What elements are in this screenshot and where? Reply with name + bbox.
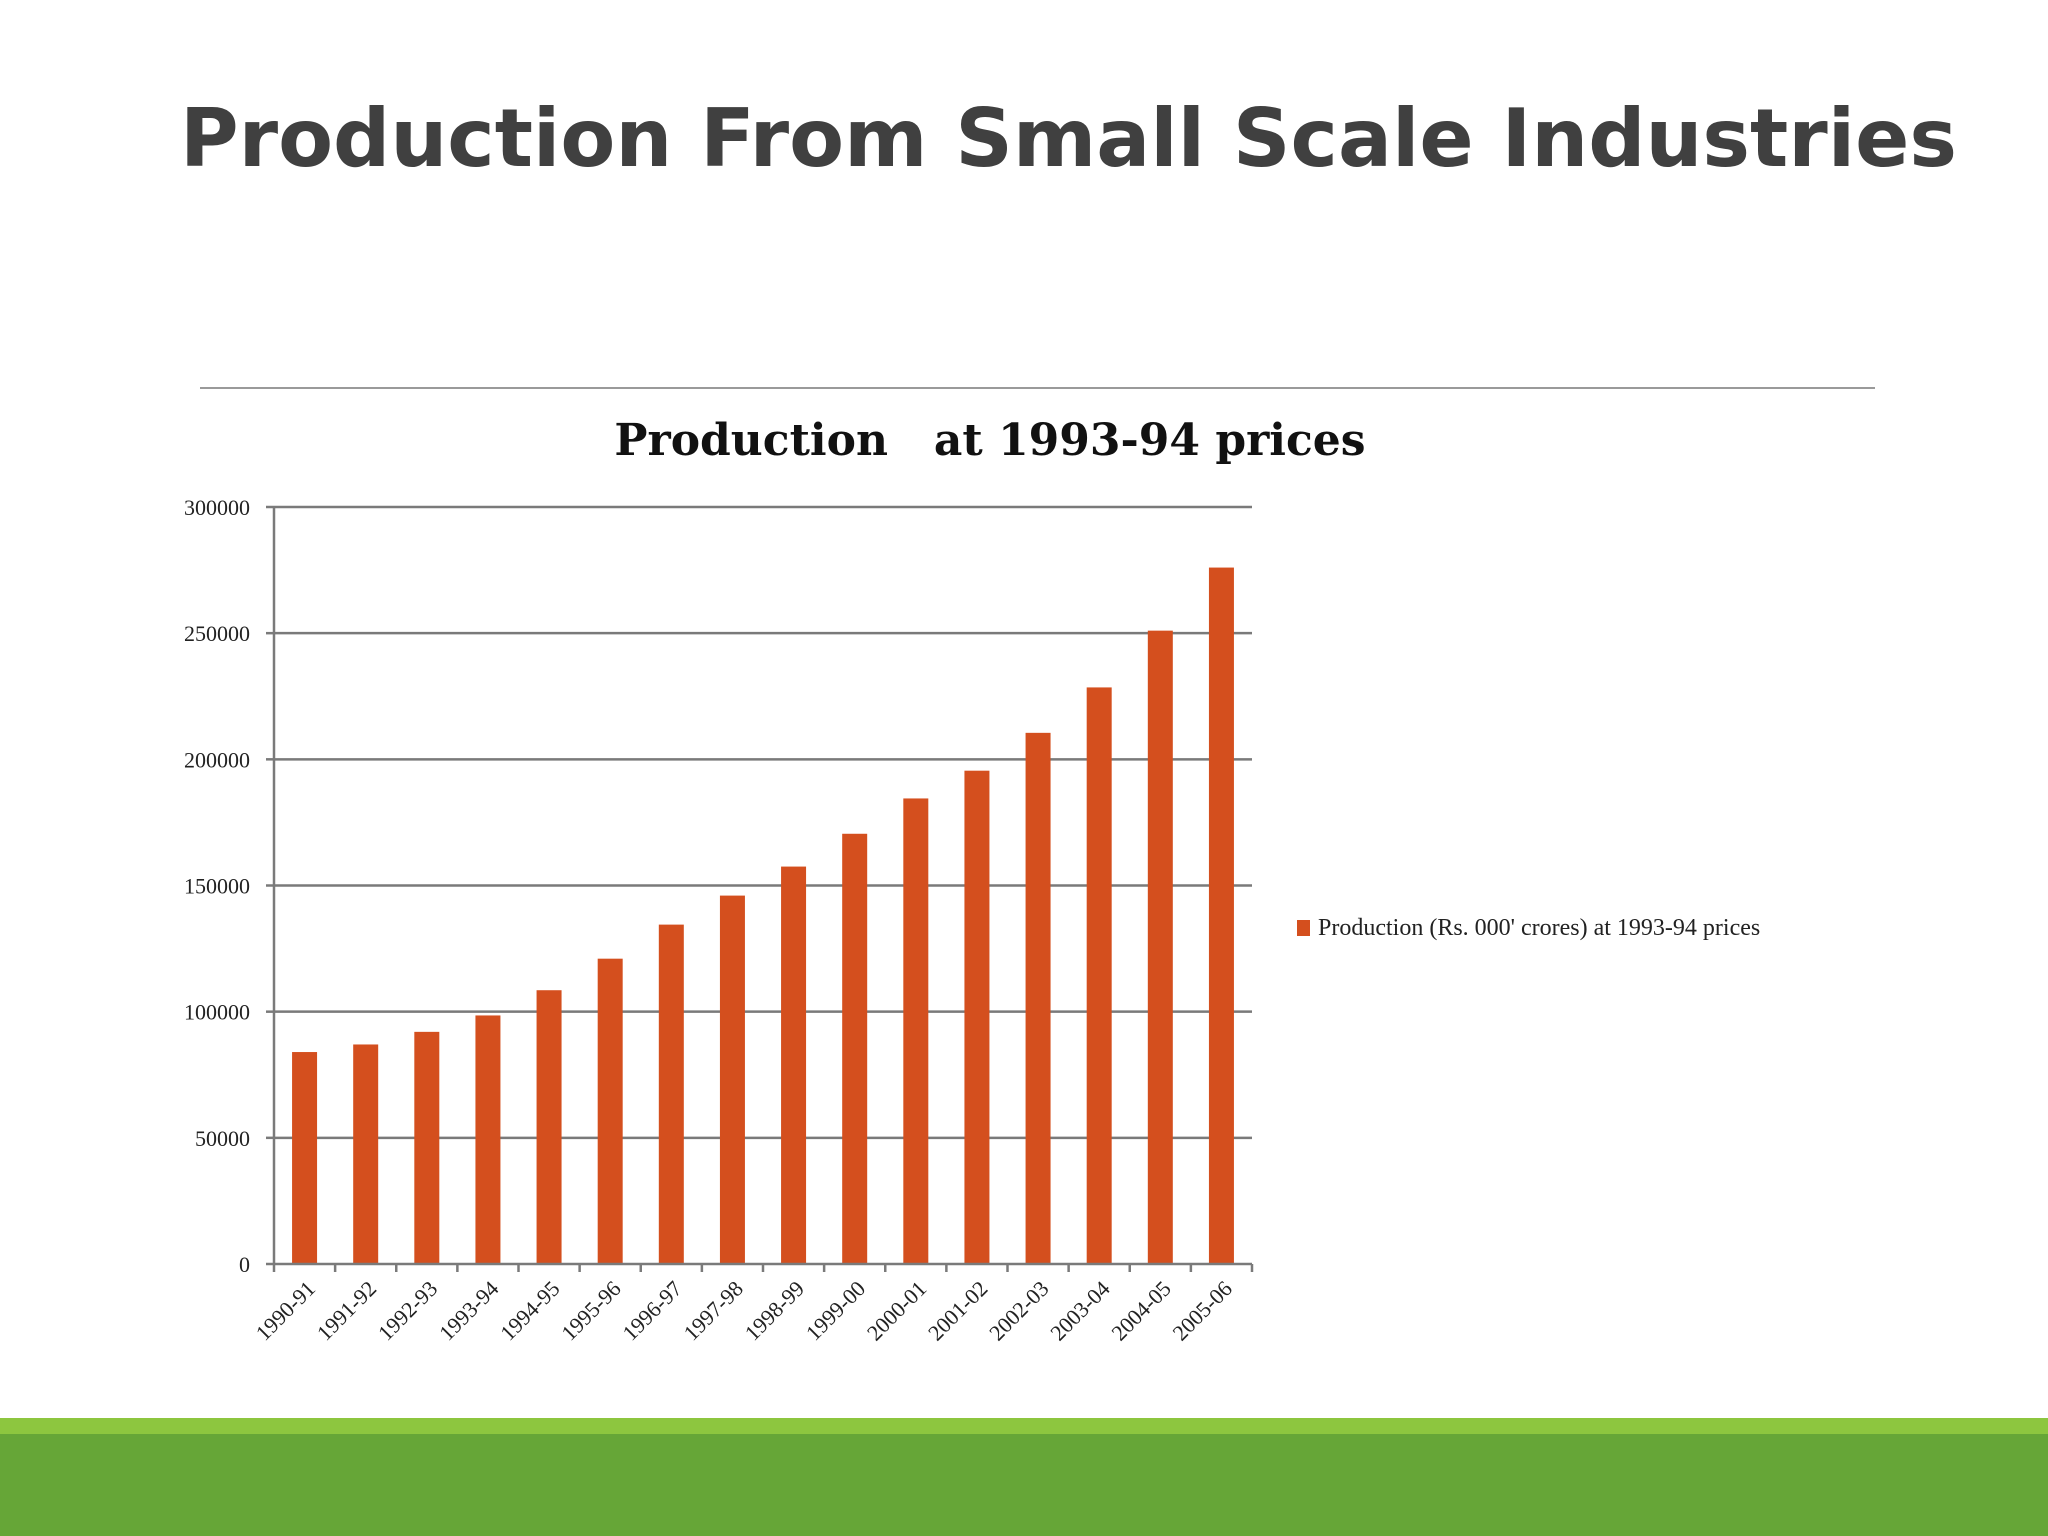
x-tick-labels: 1990-911991-921992-931993-941994-951995-…: [251, 1276, 1237, 1346]
x-tick-label: 2000-01: [862, 1276, 932, 1346]
bar-2004-05: [1147, 630, 1173, 1264]
bar-1997-98: [719, 895, 745, 1264]
legend-swatch: [1297, 920, 1310, 936]
y-tick-label: 150000: [184, 874, 250, 899]
y-tick-label: 100000: [184, 1000, 250, 1025]
y-tick-label: 50000: [195, 1126, 250, 1151]
chart-title: Production at 1993-94 prices: [614, 415, 1365, 466]
bar-1995-96: [597, 958, 623, 1264]
x-tick-label: 1990-91: [251, 1276, 321, 1346]
bar-1992-93: [414, 1031, 440, 1264]
x-tick-label: 1996-97: [617, 1276, 687, 1346]
x-tick-label: 2004-05: [1106, 1276, 1176, 1346]
y-tick-label: 200000: [184, 747, 250, 772]
x-tick-label: 2001-02: [923, 1276, 993, 1346]
slide-title: Production From Small Scale Industries: [180, 92, 1958, 185]
y-tick-labels: 0 50000 100000 150000 200000 250000 300000: [184, 495, 250, 1277]
footer-band: [0, 1434, 2048, 1536]
bar-1998-99: [781, 866, 807, 1264]
bar-2000-01: [903, 798, 929, 1264]
x-tick-label: 2002-03: [984, 1276, 1054, 1346]
x-tick-label: 2003-04: [1045, 1276, 1115, 1346]
bars: [292, 567, 1234, 1264]
bar-chart: Production at 1993-94 prices 0 50000 10000…: [184, 415, 1760, 1346]
footer-accent-stripe: [0, 1418, 2048, 1434]
bar-2002-03: [1025, 732, 1051, 1264]
x-tick-label: 1999-00: [801, 1276, 871, 1346]
bar-1991-92: [353, 1044, 379, 1264]
x-tick-label: 1995-96: [556, 1276, 626, 1346]
bar-2005-06: [1208, 567, 1234, 1264]
x-tick-label: 1992-93: [373, 1276, 443, 1346]
bar-1996-97: [658, 924, 684, 1264]
bar-1994-95: [536, 990, 562, 1264]
bar-2001-02: [964, 770, 990, 1264]
bar-1999-00: [842, 833, 868, 1264]
legend-label: Production (Rs. 000' crores) at 1993-94 …: [1318, 915, 1760, 941]
x-tick-label: 1994-95: [495, 1276, 565, 1346]
bar-1990-91: [292, 1052, 318, 1264]
x-tick-label: 1991-92: [312, 1276, 382, 1346]
x-tick-label: 2005-06: [1167, 1276, 1237, 1346]
title-divider: [200, 387, 1875, 389]
bar-1993-94: [475, 1015, 501, 1264]
x-tick-label: 1997-98: [678, 1276, 748, 1346]
x-tick-label: 1993-94: [434, 1276, 504, 1346]
y-tick-label: 0: [239, 1252, 250, 1277]
y-tick-label: 250000: [184, 621, 250, 646]
axes: [266, 505, 1254, 1272]
y-tick-label: 300000: [184, 495, 250, 520]
legend: Production (Rs. 000' crores) at 1993-94 …: [1297, 915, 1760, 941]
x-tick-label: 1998-99: [740, 1276, 810, 1346]
bar-2003-04: [1086, 687, 1112, 1264]
